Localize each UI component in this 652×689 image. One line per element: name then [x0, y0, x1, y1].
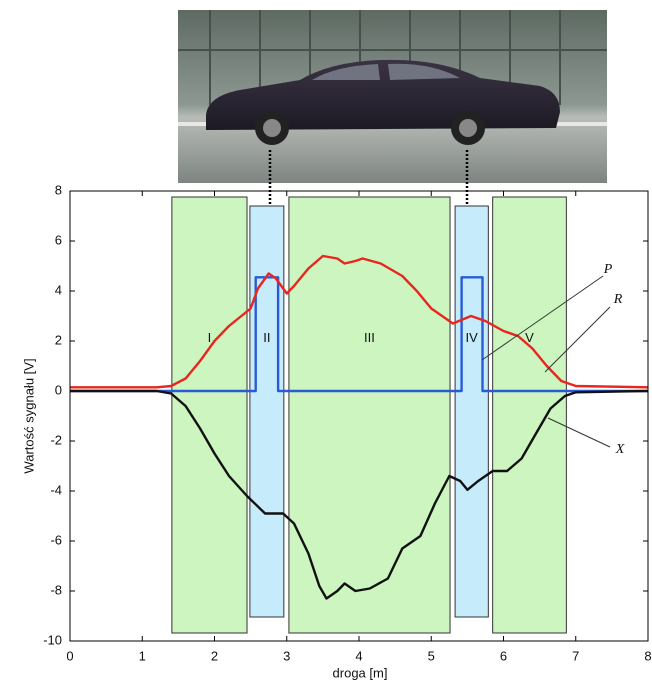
leader-line: [544, 306, 611, 373]
region-label: IV: [466, 330, 479, 345]
series-line: [70, 276, 648, 393]
x-tick-label: 1: [139, 648, 146, 663]
y-axis-label: Wartość sygnału [V]: [21, 358, 36, 473]
axes-frame: [69, 190, 649, 642]
leader-line: [481, 275, 604, 361]
y-tick-label: 0: [55, 382, 62, 397]
x-tick-label: 6: [500, 648, 507, 663]
region: [249, 205, 285, 618]
y-tick-label: 2: [55, 332, 62, 347]
region-label: II: [263, 330, 270, 345]
region: [288, 196, 451, 634]
region: [171, 196, 248, 634]
region-label: I: [208, 330, 212, 345]
x-axis-label: droga [m]: [333, 665, 388, 680]
car-photo: [178, 10, 607, 183]
y-tick-label: 8: [55, 182, 62, 197]
region-label: V: [525, 330, 534, 345]
y-tick-label: 4: [55, 282, 62, 297]
x-tick-label: 3: [283, 648, 290, 663]
x-tick-label: 4: [355, 648, 362, 663]
y-tick-label: -10: [43, 632, 62, 647]
wheel-markers: [268, 150, 469, 205]
region-label: III: [364, 330, 375, 345]
y-tick-label: -8: [50, 582, 62, 597]
y-tick-label: -4: [50, 482, 62, 497]
x-tick-label: 2: [211, 648, 218, 663]
series-label: X: [615, 442, 625, 457]
x-tick-label: 7: [572, 648, 579, 663]
x-tick-label: 5: [428, 648, 435, 663]
y-tick-label: -2: [50, 432, 62, 447]
x-tick-label: 0: [66, 648, 73, 663]
x-tick-label: 8: [644, 648, 651, 663]
region: [492, 196, 567, 634]
leader-line: [547, 417, 611, 448]
region: [454, 205, 489, 618]
series-line: [70, 254, 649, 389]
series-label: R: [613, 292, 623, 307]
y-tick-label: -6: [50, 532, 62, 547]
series-label: P: [603, 262, 613, 277]
y-tick-label: 6: [55, 232, 62, 247]
series-line: [70, 389, 649, 600]
